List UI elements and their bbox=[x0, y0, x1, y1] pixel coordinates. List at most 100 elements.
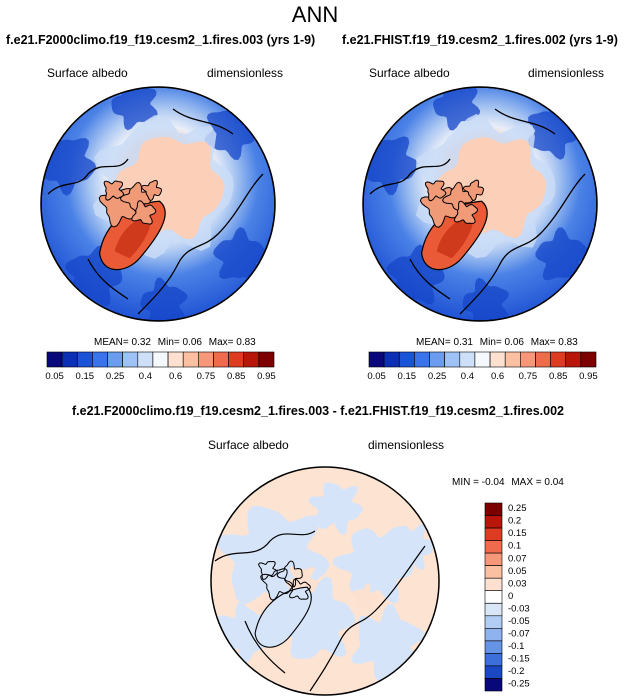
low-albedo-region bbox=[462, 277, 509, 321]
arctic-island bbox=[462, 179, 485, 202]
colorbar-box bbox=[484, 678, 503, 692]
colorbar-tick-label: 0.95 bbox=[257, 371, 276, 382]
colorbar-box bbox=[228, 351, 245, 368]
panel-3-variable: Surface albedo bbox=[208, 438, 289, 452]
colorbar-tick-label: 0.15 bbox=[76, 371, 95, 382]
colorbar-tick-label: 0.2 bbox=[508, 516, 521, 527]
panel-2-min: 0.06 bbox=[504, 337, 524, 348]
panel-2-max: 0.83 bbox=[558, 337, 578, 348]
colorbar-tick-label: 0.1 bbox=[508, 541, 521, 552]
coastline bbox=[47, 158, 129, 195]
panel-1-units: dimensionless bbox=[207, 66, 284, 80]
arctic-island bbox=[258, 560, 278, 581]
colorbar-tick-label: 0.03 bbox=[508, 578, 527, 589]
colorbar-box bbox=[484, 665, 503, 679]
panel-1-mean-label: MEAN= bbox=[94, 337, 129, 348]
colorbar-panel-3: 0.25 0.20.15 0.10.07 0.050.03 0-0.03 -0.05 -0.… bbox=[484, 502, 530, 692]
colorbar-box bbox=[258, 351, 275, 368]
colorbar-box bbox=[484, 640, 503, 654]
colorbar-box bbox=[484, 502, 503, 516]
colorbar-tick-label: 0.75 bbox=[519, 371, 538, 382]
arctic-island bbox=[453, 200, 479, 224]
colorbar-tick-label: 0.85 bbox=[227, 371, 246, 382]
colorbar-box bbox=[459, 351, 476, 368]
colorbar-box bbox=[474, 351, 491, 368]
panel-3-min-label: MIN = bbox=[452, 477, 479, 488]
coastline bbox=[369, 158, 451, 195]
coastline bbox=[87, 258, 129, 300]
arctic-island bbox=[141, 179, 163, 202]
panel-1-variable: Surface albedo bbox=[47, 66, 128, 80]
map-border bbox=[40, 86, 276, 322]
panel-2-max-label: Max= bbox=[530, 337, 556, 348]
coastline bbox=[137, 173, 264, 315]
panel-1-min: 0.06 bbox=[182, 337, 202, 348]
colorbar-box bbox=[550, 351, 566, 368]
panel-3-max-label: MAX = bbox=[511, 477, 542, 488]
colorbar-box bbox=[137, 351, 154, 368]
colorbar-tick-label: 0.85 bbox=[549, 371, 568, 382]
arctic-island bbox=[103, 180, 125, 201]
panel-3-min: -0.04 bbox=[481, 477, 505, 488]
colorbar-box bbox=[383, 351, 400, 368]
colorbar-tick-label: 0.05 bbox=[45, 371, 64, 382]
arctic-island bbox=[260, 568, 294, 601]
colorbar-box bbox=[414, 351, 430, 368]
greenland-interior bbox=[436, 215, 473, 259]
panel-2-title: f.e21.FHIST.f19_f19.cesm2_1.fires.002 (y… bbox=[342, 33, 618, 47]
colorbar-box bbox=[484, 627, 503, 642]
coastline bbox=[494, 108, 556, 135]
coastline bbox=[459, 173, 586, 315]
arctic-island bbox=[276, 560, 303, 588]
colorbar-box bbox=[484, 540, 503, 554]
arctic-island bbox=[131, 200, 157, 225]
colorbar-tick-label: 0.25 bbox=[508, 503, 527, 514]
map-border bbox=[210, 466, 440, 696]
colorbar-tick-label: 0.25 bbox=[106, 371, 125, 382]
colorbar-tick-label: -0.03 bbox=[508, 603, 530, 614]
colorbar-box bbox=[167, 351, 184, 368]
colorbar-box bbox=[152, 351, 169, 368]
colorbar-box bbox=[504, 351, 521, 368]
colorbar-box bbox=[489, 351, 506, 368]
colorbar-box bbox=[46, 351, 63, 368]
coastline bbox=[244, 620, 286, 674]
colorbar-box bbox=[213, 351, 229, 368]
low-albedo-region bbox=[535, 227, 589, 281]
colorbar-box bbox=[198, 351, 214, 368]
colorbar-box bbox=[182, 351, 199, 368]
colorbar-tick-label: -0.2 bbox=[508, 666, 524, 677]
colorbar-tick-label: 0.25 bbox=[428, 371, 447, 382]
coastline bbox=[172, 108, 234, 135]
main-title: ANN bbox=[291, 2, 339, 27]
colorbar-box bbox=[565, 351, 582, 368]
colorbar-tick-label: 0.75 bbox=[197, 371, 216, 382]
panel-1-max-label: Max= bbox=[208, 337, 234, 348]
colorbar-tick-label: -0.05 bbox=[508, 616, 530, 627]
panel-2-variable: Surface albedo bbox=[369, 66, 450, 80]
colorbar-box bbox=[580, 351, 597, 368]
colorbar-box bbox=[61, 351, 78, 368]
low-albedo-region bbox=[140, 277, 188, 321]
colorbar-box bbox=[122, 351, 139, 368]
low-albedo-region bbox=[213, 227, 267, 280]
panel-3-max: 0.04 bbox=[544, 477, 564, 488]
panel-1-min-label: Min= bbox=[157, 337, 180, 348]
positive-difference-region bbox=[351, 583, 379, 612]
colorbar-box bbox=[484, 602, 503, 617]
colorbar-box bbox=[484, 577, 503, 592]
panel-3-units: dimensionless bbox=[368, 438, 445, 452]
negative-difference-region bbox=[383, 523, 434, 570]
panel-1-mean: 0.32 bbox=[131, 337, 151, 348]
colorbar-tick-label: 0.4 bbox=[139, 371, 152, 382]
colorbar-tick-label: 0.6 bbox=[491, 371, 504, 382]
map-panel-2 bbox=[363, 87, 597, 321]
colorbar-tick-label: 0.15 bbox=[508, 528, 527, 539]
coastline bbox=[309, 545, 426, 692]
colorbar-tick-label: 0.05 bbox=[367, 371, 386, 382]
colorbar-tick-label: 0.15 bbox=[398, 371, 417, 382]
coastline bbox=[214, 530, 316, 562]
colorbar-panel-1: 0.05 0.15 0.25 0.4 0.6 0.75 0.85 0.95 bbox=[45, 351, 276, 382]
negative-difference-region bbox=[308, 482, 363, 536]
